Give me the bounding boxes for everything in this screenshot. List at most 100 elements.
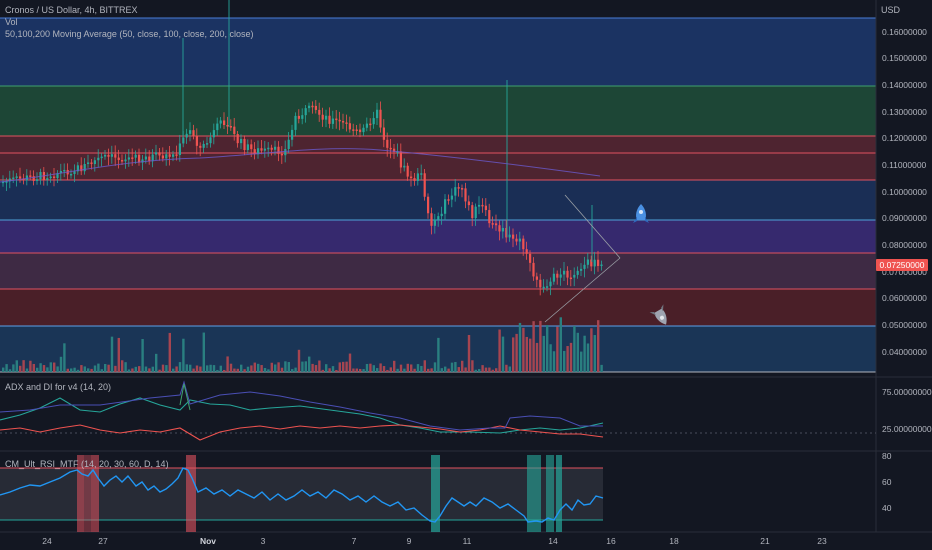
candle-body xyxy=(93,160,96,165)
candle-body xyxy=(138,154,141,163)
volume-bar xyxy=(229,363,233,372)
candle-body xyxy=(376,109,379,119)
price-tick: 0.10000000 xyxy=(882,187,927,197)
volume-bar xyxy=(488,367,491,372)
volume-bar xyxy=(304,361,307,372)
candle-body xyxy=(379,109,382,128)
volume-bar xyxy=(178,362,182,372)
candle-body xyxy=(535,276,538,280)
time-label: 7 xyxy=(351,536,357,546)
volume-bar xyxy=(202,332,205,372)
price-tick: 0.09000000 xyxy=(882,213,927,223)
candle-body xyxy=(206,143,209,145)
candle-body xyxy=(100,156,103,159)
candle-body xyxy=(263,148,266,151)
volume-bar xyxy=(260,365,263,372)
volume-bar xyxy=(182,338,185,372)
candle-body xyxy=(427,196,430,214)
chart-legend: Cronos / US Dollar, 4h, BITTREX Vol 50,1… xyxy=(5,4,254,40)
volume-legend[interactable]: Vol xyxy=(5,17,18,27)
price-tick: 0.12000000 xyxy=(882,133,927,143)
candle-body xyxy=(386,139,389,148)
volume-bar xyxy=(311,363,314,372)
candle-body xyxy=(5,181,8,183)
candle-body xyxy=(70,173,73,176)
candle-body xyxy=(46,178,49,180)
candle-body xyxy=(447,199,450,201)
adx-tick: 75.00000000 xyxy=(882,387,932,397)
volume-bar xyxy=(440,368,443,372)
volume-bar xyxy=(335,369,338,372)
volume-bar xyxy=(56,366,59,372)
price-tick: 0.14000000 xyxy=(882,80,927,90)
price-tick: 0.16000000 xyxy=(882,27,927,37)
candle-body xyxy=(471,205,474,219)
volume-bar xyxy=(39,363,42,372)
volume-bar xyxy=(393,360,396,372)
rsi-line xyxy=(0,467,604,523)
volume-bar xyxy=(501,336,505,372)
rsi-pane-title[interactable]: CM_Ult_RSI_MTF (14, 20, 30, 60, D, 14) xyxy=(5,459,169,469)
volume-bar xyxy=(467,334,471,372)
candle-body xyxy=(457,187,460,189)
candle-body xyxy=(372,118,375,125)
volume-bar xyxy=(382,366,386,372)
candle-body xyxy=(104,154,107,157)
candle-body xyxy=(586,259,589,265)
candle-body xyxy=(440,213,443,217)
currency-label: USD xyxy=(881,5,901,15)
moving-average-legend[interactable]: 50,100,200 Moving Average (50, close, 10… xyxy=(5,29,254,39)
candle-body xyxy=(59,170,62,174)
time-label: 21 xyxy=(760,536,770,546)
volume-bar xyxy=(155,353,158,372)
candle-body xyxy=(491,223,494,225)
volume-bar xyxy=(280,367,284,372)
candle-body xyxy=(209,137,212,144)
candle-body xyxy=(216,123,219,131)
volume-bar xyxy=(484,367,488,372)
candle-body xyxy=(274,146,277,150)
last-price-badge: 0.07250000 xyxy=(876,259,928,271)
candle-body xyxy=(124,159,127,162)
volume-bar xyxy=(63,343,66,372)
candle-body xyxy=(134,154,137,158)
price-tick: 0.07000000 xyxy=(882,267,927,277)
candle-body xyxy=(474,206,477,219)
candle-body xyxy=(532,262,535,277)
volume-bar xyxy=(134,366,137,372)
candle-body xyxy=(304,108,307,116)
candle-body xyxy=(250,144,253,150)
candle-body xyxy=(335,118,338,121)
candle-body xyxy=(318,109,321,115)
candle-body xyxy=(117,157,120,161)
candle-body xyxy=(12,177,15,180)
volume-bar xyxy=(331,366,335,372)
candle-body xyxy=(518,238,521,242)
symbol-title[interactable]: Cronos / US Dollar, 4h, BITTREX xyxy=(5,5,138,15)
candle-body xyxy=(420,173,423,175)
volume-bar xyxy=(413,368,416,372)
volume-bar xyxy=(314,365,318,372)
volume-bar xyxy=(53,362,56,372)
candle-body xyxy=(260,148,263,151)
volume-bar xyxy=(600,364,603,372)
price-tick: 0.15000000 xyxy=(882,53,927,63)
candle-body xyxy=(131,157,134,159)
candle-body xyxy=(53,176,56,179)
volume-bar xyxy=(144,366,148,372)
candle-body xyxy=(546,286,549,288)
volume-bar xyxy=(498,329,501,372)
volume-bar xyxy=(22,360,25,372)
candle-body xyxy=(148,156,151,162)
volume-bar xyxy=(243,369,246,372)
adx-pane-title[interactable]: ADX and DI for v4 (14, 20) xyxy=(5,382,112,392)
volume-bar xyxy=(321,369,324,372)
candle-body xyxy=(576,270,579,275)
volume-bar xyxy=(107,364,110,372)
volume-bar xyxy=(569,342,573,372)
candle-body xyxy=(226,125,229,127)
candle-body xyxy=(2,181,5,184)
trendline-lower xyxy=(544,257,621,323)
candle-body xyxy=(233,126,236,135)
